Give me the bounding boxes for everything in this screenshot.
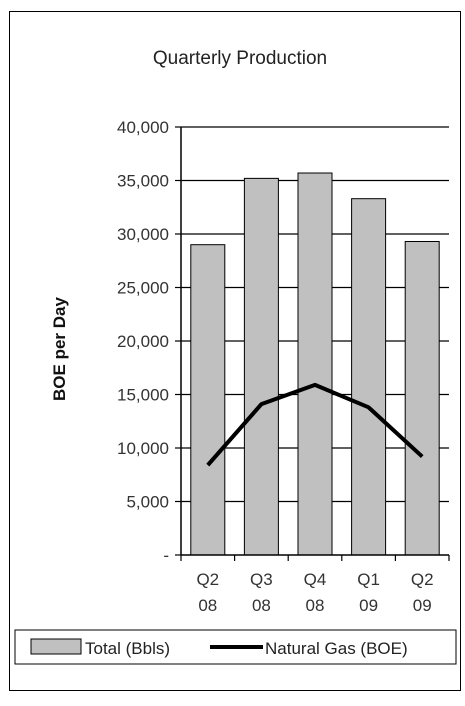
bar	[190, 244, 226, 556]
bar	[404, 240, 440, 556]
bar	[351, 198, 387, 556]
y-tick-label: 35,000	[117, 172, 169, 191]
x-tick-label: Q2	[411, 570, 434, 589]
y-tick-label: 15,000	[117, 386, 169, 405]
y-tick-label: 5,000	[126, 493, 169, 512]
legend-label-total: Total (Bbls)	[85, 639, 170, 658]
x-tick-label: 09	[359, 596, 378, 615]
y-axis-label: BOE per Day	[50, 296, 69, 400]
y-tick-label: 10,000	[117, 439, 169, 458]
chart-frame: Quarterly Production BOE per Day - 5,000 1…	[9, 11, 461, 691]
legend-swatch-total	[30, 638, 82, 655]
legend-label-gas: Natural Gas (BOE)	[265, 639, 408, 658]
axes	[175, 126, 450, 561]
bar	[243, 177, 279, 556]
chart-title: Quarterly Production	[153, 48, 327, 69]
x-tick-label: Q2	[196, 570, 219, 589]
y-tick-labels: - 5,000 10,000 15,000 20,000 25,000 30,000 35,0…	[117, 118, 169, 565]
y-tick-label: 25,000	[117, 279, 169, 298]
x-tick-label: Q1	[357, 570, 380, 589]
chart-svg: Quarterly Production BOE per Day - 5,000 1…	[14, 48, 457, 665]
bars	[190, 172, 440, 556]
x-tick-label: 08	[198, 596, 217, 615]
x-tick-labels: Q2 08 Q3 08 Q4 08 Q1 09 Q2 09	[196, 570, 433, 615]
bar	[297, 172, 333, 556]
x-tick-label: 08	[252, 596, 271, 615]
y-tick-label: 40,000	[117, 118, 169, 137]
x-tick-label: Q3	[250, 570, 273, 589]
line-series	[206, 382, 424, 467]
x-tick-label: 09	[413, 596, 432, 615]
y-tick-label: 20,000	[117, 332, 169, 351]
natural-gas-line	[206, 382, 424, 467]
y-tick-label: -	[163, 546, 169, 565]
y-tick-label: 30,000	[117, 225, 169, 244]
x-tick-label: Q4	[304, 570, 327, 589]
legend: Total (Bbls) Natural Gas (BOE)	[14, 629, 457, 665]
x-tick-label: 08	[306, 596, 325, 615]
